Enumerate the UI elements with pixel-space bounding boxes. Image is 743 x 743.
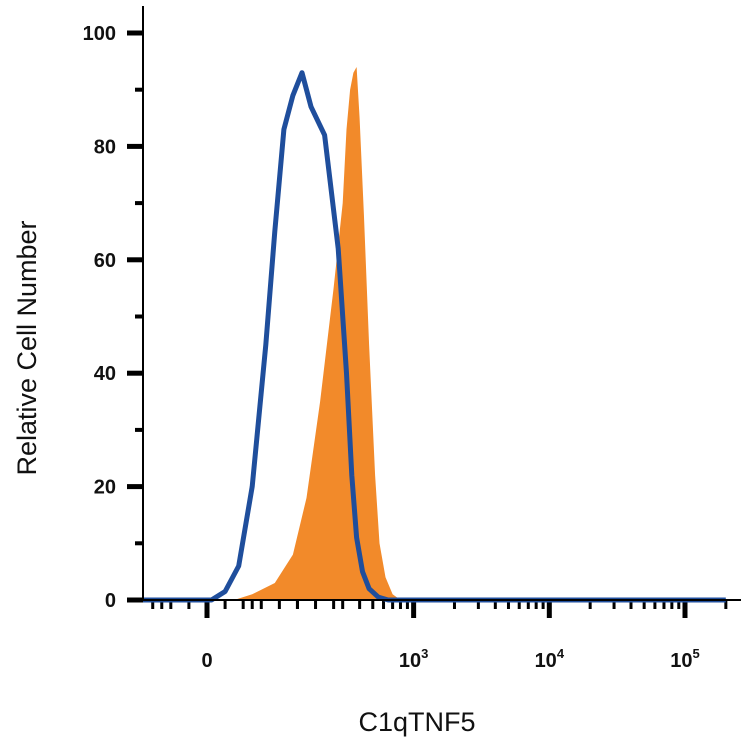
y-tick-label: 40 [94,363,116,385]
x-tick-label: 105 [670,646,699,672]
y-tick-label: 100 [83,23,116,45]
x-tick-label: 104 [535,646,565,672]
y-axis-title: Relative Cell Number [12,220,42,475]
x-tick-label: 0 [201,650,212,672]
y-tick-label: 0 [105,590,116,612]
y-axis-ticks: 0 20 40 60 80 100 [83,23,143,612]
x-axis-title: C1qTNF5 [358,707,475,737]
plot-series [143,67,726,603]
y-tick-label: 80 [94,136,116,158]
filled-histogram [143,67,726,600]
x-tick-label: 103 [399,646,428,672]
x-axis-ticks: 0 103 104 105 [151,600,728,672]
outline-histogram [143,70,726,603]
y-tick-label: 20 [94,477,116,499]
y-tick-label: 60 [94,250,116,272]
